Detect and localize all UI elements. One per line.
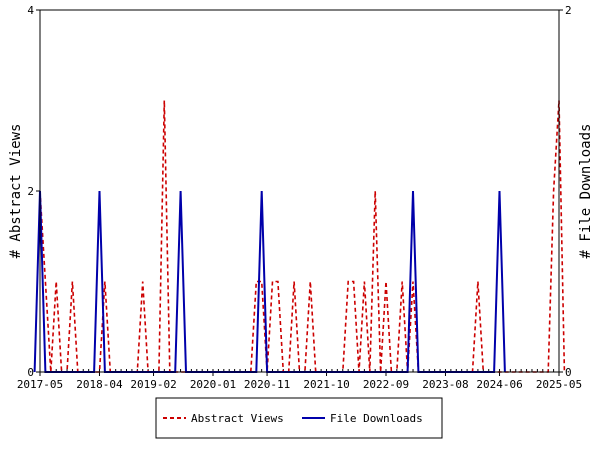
y-tick-label: 2 [27, 185, 34, 198]
x-tick-label: 2020-11 [244, 378, 290, 391]
x-tick-label: 2023-08 [422, 378, 468, 391]
y2-tick-label: 2 [565, 4, 572, 17]
series-line-abstract-views [39, 100, 566, 373]
x-tick-label: 2017-05 [17, 378, 63, 391]
left-axis-title: # Abstract Views [8, 124, 24, 259]
x-tick-label: 2018-04 [76, 378, 123, 391]
x-tick-label: 2025-05 [536, 378, 582, 391]
labels-layer: 2017-05 2018-04 2019-02 2020-01 2020-11 2021-… [17, 4, 582, 391]
legend-label-file-downloads: File Downloads [330, 412, 423, 425]
x-tick-label: 2024-06 [476, 378, 522, 391]
x-tick-label: 2021-10 [303, 378, 349, 391]
x-tick-label: 2020-01 [190, 378, 236, 391]
y-tick-label: 0 [27, 366, 34, 379]
legend-box [155, 397, 443, 439]
y2-tick-label: 0 [565, 366, 572, 379]
plot-area-frame [39, 9, 560, 373]
x-tick-label: 2022-09 [363, 378, 409, 391]
legend: Abstract Views File Downloads [155, 397, 443, 439]
x-tick-label: 2019-02 [130, 378, 176, 391]
legend-label-abstract-views: Abstract Views [191, 412, 284, 425]
right-axis-title: # File Downloads [578, 124, 594, 259]
y-tick-label: 4 [27, 4, 34, 17]
